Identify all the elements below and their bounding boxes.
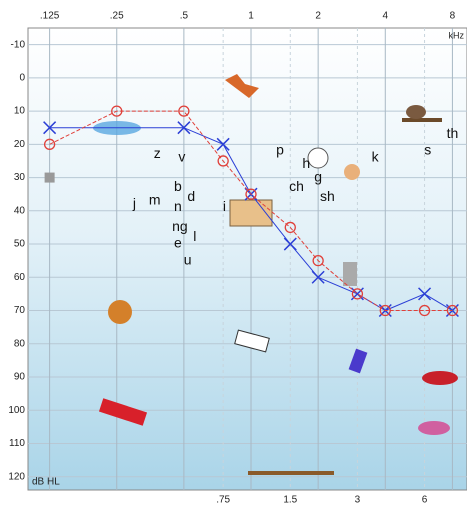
y-tick-label: 110: [9, 438, 25, 449]
speech-sound: m: [149, 192, 161, 208]
speech-sound: h: [302, 155, 310, 171]
dog-icon: [108, 300, 132, 324]
speech-sound: g: [314, 168, 322, 184]
y-tick-label: 30: [14, 172, 26, 183]
speech-sound: p: [276, 142, 284, 158]
speech-sound: e: [174, 235, 182, 251]
gun-icon: [248, 471, 334, 475]
y-tick-label: 50: [14, 239, 26, 250]
y-tick-label: 90: [14, 372, 26, 383]
y-tick-label: 80: [14, 338, 26, 349]
x-minor-tick-label: 3: [355, 495, 361, 506]
speech-sound: th: [447, 125, 459, 141]
y-tick-label: 120: [8, 471, 25, 482]
x-tick-label: 1: [248, 11, 254, 22]
series-line: [49, 127, 453, 312]
clock-icon: [307, 147, 329, 169]
mower-icon: [98, 398, 148, 426]
x-minor-tick-label: .75: [216, 495, 230, 506]
x-unit: kHz: [449, 30, 465, 40]
leaves-icon: [225, 74, 259, 98]
x-tick-label: .5: [180, 11, 189, 22]
kids-icon: [344, 164, 360, 180]
phone-icon: [348, 348, 368, 374]
x-minor-tick-label: 1.5: [283, 495, 297, 506]
y-tick-label: 40: [14, 205, 26, 216]
x-marker: [43, 121, 57, 135]
plot-area: [27, 27, 467, 491]
o-marker: [418, 304, 431, 317]
o-marker: [43, 138, 56, 150]
table-icon: [229, 199, 273, 227]
o-marker: [351, 288, 364, 300]
speech-sound: s: [424, 142, 431, 158]
speech-sound: ng: [172, 218, 188, 234]
x-minor-tick-label: 6: [422, 495, 428, 506]
o-marker: [245, 188, 257, 200]
x-marker: [283, 237, 297, 251]
o-marker: [217, 155, 229, 167]
y-tick-label: 0: [19, 72, 25, 83]
y-tick-label: 70: [14, 305, 26, 316]
o-marker: [446, 304, 459, 317]
speech-sound: d: [187, 188, 195, 204]
speech-sound: i: [223, 198, 226, 214]
speech-sound: n: [174, 198, 182, 214]
y-tick-label: 100: [8, 405, 25, 416]
speech-sound: v: [178, 148, 185, 164]
speech-sound: u: [184, 251, 192, 267]
x-tick-label: 4: [383, 11, 389, 22]
x-marker: [350, 287, 364, 301]
o-marker: [284, 221, 296, 234]
y-unit: dB HL: [32, 477, 60, 488]
vacuum-icon: [343, 262, 357, 286]
x-marker: [177, 121, 191, 135]
speech-sound: b: [174, 178, 182, 194]
piano-icon: [234, 329, 270, 353]
y-tick-label: 10: [14, 106, 26, 117]
y-tick-label: -10: [11, 39, 26, 50]
y-tick-label: 60: [14, 272, 26, 283]
speech-sound: l: [193, 228, 196, 244]
o-marker: [111, 105, 123, 117]
series-line: [49, 110, 453, 312]
o-marker: [178, 105, 190, 117]
y-tick-label: 20: [14, 139, 26, 150]
x-tick-label: .25: [110, 11, 124, 22]
o-marker: [379, 304, 391, 317]
x-tick-label: 2: [315, 11, 321, 22]
speech-sound: j: [132, 195, 136, 211]
helicopter-icon: [418, 421, 450, 435]
motorcycle-icon: [422, 371, 458, 385]
x-tick-label: .125: [40, 11, 60, 22]
icons: [93, 74, 458, 475]
bird-icon: [406, 105, 426, 119]
branch-icon: [402, 118, 442, 122]
speech-sound: sh: [320, 188, 335, 204]
speech-sound: z: [154, 145, 161, 161]
speech-sound: ch: [289, 178, 304, 194]
square-marker: [44, 172, 55, 183]
x-marker: [311, 270, 325, 284]
o-marker: [312, 255, 324, 267]
x-marker: [418, 287, 432, 301]
x-marker: [216, 137, 230, 151]
x-tick-label: 8: [450, 11, 456, 22]
speech-sound: k: [372, 148, 380, 164]
